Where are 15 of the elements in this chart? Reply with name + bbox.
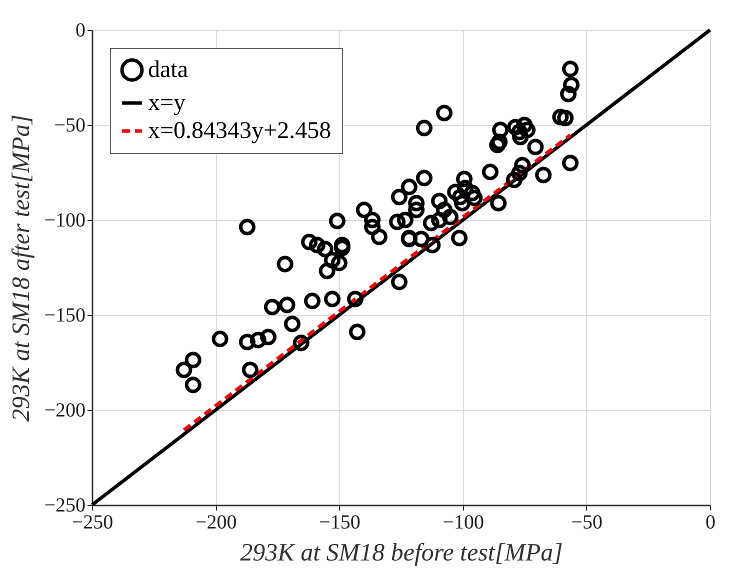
x-axis-title: 293K at SM18 before test[MPa]	[240, 540, 563, 566]
x-tick-label: −150	[319, 512, 360, 534]
y-tick-label: −150	[44, 304, 86, 326]
y-tick-label: 0	[76, 20, 86, 42]
y-tick-label: −50	[54, 114, 86, 136]
y-tick-label: −100	[44, 210, 86, 232]
x-tick-label: −50	[571, 512, 603, 534]
legend-label: x=0.84343y+2.458	[148, 118, 332, 144]
legend-label: x=y	[148, 90, 186, 116]
x-tick-label: 0	[706, 512, 716, 534]
legend-label: data	[148, 57, 188, 83]
x-tick-label: −200	[195, 512, 237, 534]
y-tick-label: −200	[44, 400, 86, 422]
y-axis-title: 293K at SM18 after test[MPa]	[8, 114, 36, 422]
x-tick-label: −100	[442, 512, 484, 534]
